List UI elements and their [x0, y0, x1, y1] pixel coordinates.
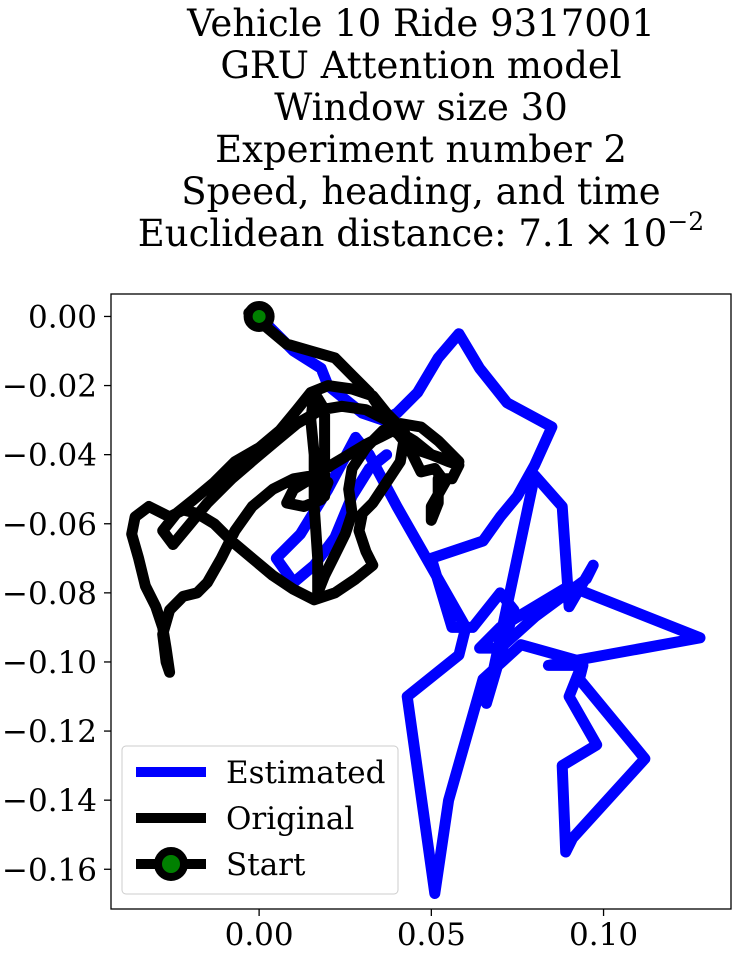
legend-original-label: Original — [226, 801, 354, 837]
x-tick-label: 0.05 — [397, 917, 466, 953]
title-line-1: Vehicle 10 Ride 9317001 — [186, 2, 655, 45]
x-tick-label: 0.10 — [569, 917, 638, 953]
title-metric-exponent: −2 — [667, 207, 704, 236]
y-tick-label: −0.16 — [2, 852, 97, 888]
y-tick-label: −0.08 — [2, 576, 97, 612]
y-tick-label: −0.12 — [2, 714, 97, 750]
y-tick-label: −0.10 — [2, 645, 97, 681]
y-axis: 0.00 −0.02 −0.04 −0.06 −0.08 −0.10 −0.12 −0.14 −… — [2, 299, 111, 888]
series-layer — [126, 307, 706, 899]
title-line-2: GRU Attention model — [220, 44, 621, 87]
x-axis: 0.00 0.05 0.10 — [225, 909, 638, 953]
start-layer — [243, 300, 275, 332]
y-tick-label: 0.00 — [28, 299, 97, 335]
title-line-3: Window size 30 — [274, 86, 568, 129]
y-tick-label: −0.06 — [2, 507, 97, 543]
title-metric-line: Euclidean distance: 7.1 × 10−2 — [138, 207, 704, 255]
y-tick-label: −0.14 — [2, 783, 97, 819]
series-line-original — [126, 307, 465, 678]
legend: Estimated Original Start — [121, 745, 399, 895]
chart-title: Vehicle 10 Ride 9317001 GRU Attention mo… — [138, 2, 704, 255]
title-metric-times: × — [583, 212, 614, 255]
start-marker — [243, 300, 275, 332]
legend-start-label: Start — [226, 847, 306, 883]
title-metric-prefix: Euclidean distance: 7.1 — [138, 212, 577, 255]
y-tick-label: −0.02 — [2, 369, 97, 405]
legend-start-marker — [154, 847, 188, 881]
title-metric-base: 10 — [620, 212, 667, 255]
legend-box — [121, 745, 399, 895]
plot-area — [110, 293, 732, 910]
legend-estimated-label: Estimated — [226, 755, 385, 791]
plot-frame — [110, 293, 732, 910]
title-line-4: Experiment number 2 — [215, 128, 627, 171]
y-tick-label: −0.04 — [2, 438, 97, 474]
x-tick-label: 0.00 — [225, 917, 294, 953]
title-line-5: Speed, heading, and time — [181, 170, 660, 213]
